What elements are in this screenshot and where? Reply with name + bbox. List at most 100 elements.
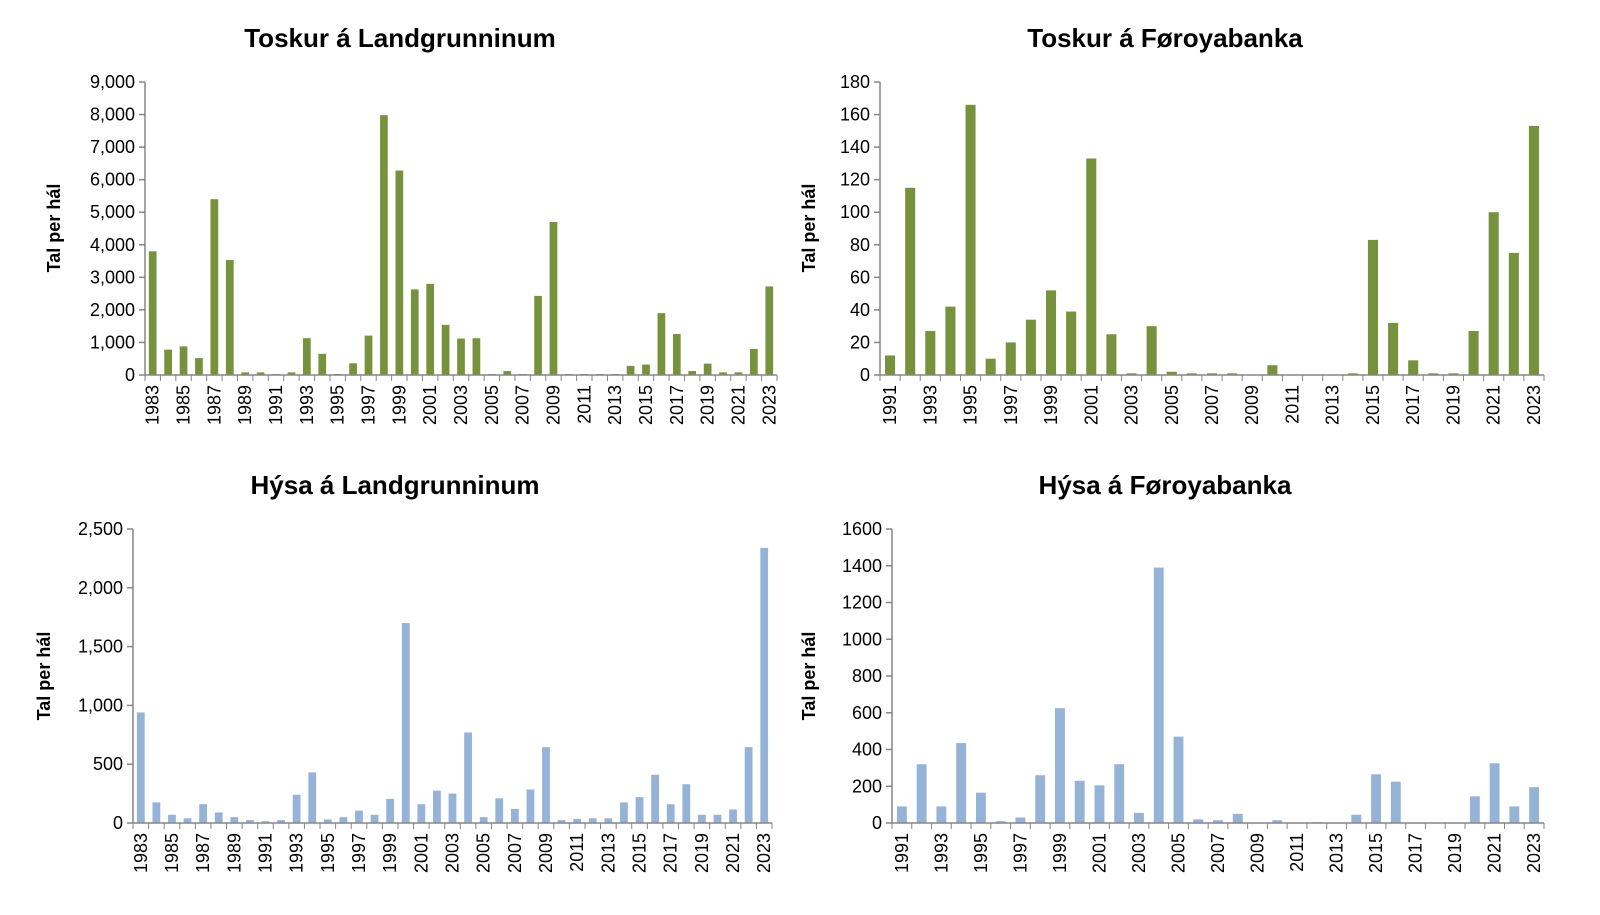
x-tick-label: 2011 [574,385,594,424]
bar-2002 [433,790,441,823]
y-tick-label: 7,000 [90,137,135,157]
bar-2003 [448,793,457,823]
x-tick-label: 2011 [567,833,587,872]
x-tick-label: 2001 [1089,833,1109,873]
bar-1998 [380,115,388,376]
bar-2008 [1227,373,1238,375]
chart-svg: Hýsa á Landgrunninum Tal per hál 0 500 1,000… [34,470,774,873]
bar-2011 [573,818,582,823]
x-tick-label: 2011 [1287,833,1307,872]
y-tick-label: 800 [852,666,882,686]
bar-1998 [1025,319,1036,375]
bar-2001 [417,804,426,823]
bar-2020 [719,372,727,375]
bar-2000 [401,623,410,823]
bar-1993 [303,338,311,375]
x-tick-label: 2011 [1282,385,1302,424]
bar-2018 [688,371,697,375]
bar-1997 [364,335,373,375]
y-axis-label: Tal per hál [34,632,54,721]
y-tick-label: 0 [860,365,870,385]
bar-2014 [620,802,628,823]
x-tick-label: 2007 [505,833,525,873]
x-tick-label: 2023 [759,385,779,425]
bar-1989 [241,372,250,375]
bar-2006 [503,371,512,375]
x-tick-label: 2007 [1202,385,1222,425]
bar-2022 [744,747,753,823]
x-tick-label: 2001 [1081,385,1101,425]
chart-panel-hysa-landgrunninum: Hýsa á Landgrunninum Tal per hál 0 500 1,000… [0,455,800,915]
bar-2016 [657,313,666,375]
x-tick-label: 1991 [266,385,286,425]
bar-2003 [457,338,465,375]
x-tick-label: 2003 [451,385,471,425]
bar-2006 [495,798,504,823]
bar-2002 [1114,764,1125,823]
bar-2004 [464,732,472,823]
y-tick-label: 600 [852,703,882,723]
x-tick-label: 2019 [1443,385,1463,425]
bar-1991 [896,806,907,823]
bar-1996 [985,358,996,375]
x-tick-label: 2019 [692,833,712,873]
y-tick-label: 180 [840,72,870,92]
bar-2019 [703,363,712,375]
y-tick-label: 8,000 [90,105,135,125]
x-tick-label: 2009 [1248,833,1268,873]
bar-2022 [1509,806,1520,823]
bar-1992 [277,820,285,823]
bar-1986 [183,818,192,823]
bar-2002 [441,324,450,375]
x-tick-label: 1989 [224,833,244,873]
bar-2008 [526,789,535,823]
y-tick-label: 2,000 [90,300,135,320]
x-tick-label: 1993 [920,385,940,425]
bar-1983 [148,251,157,375]
bar-1992 [905,187,916,375]
bar-2020 [1469,796,1480,823]
bar-2020 [1468,331,1479,375]
x-tick-label: 2015 [1363,385,1383,425]
x-tick-label: 2021 [728,385,748,425]
x-tick-label: 1995 [971,833,991,873]
chart-title: Hýsa á Føroyabanka [1039,470,1292,500]
x-tick-label: 1995 [318,833,338,873]
chart-svg: Toskur á Landgrunninum Tal per hál 0 1,000 2… [44,23,779,425]
bar-1996 [349,363,357,375]
bar-2021 [1488,212,1499,375]
bar-2000 [1066,311,1077,375]
x-tick-label: 1993 [297,385,317,425]
x-tick-label: 2013 [1327,833,1347,873]
chart-svg: Hýsa á Føroyabanka Tal per hál 0 200 400 600 8… [799,470,1545,873]
y-tick-label: 1200 [842,593,882,613]
bar-1990 [245,820,254,823]
bar-2012 [588,818,597,823]
bar-2010 [1272,820,1283,823]
y-tick-label: 0 [113,813,123,833]
y-tick-label: 2,000 [78,578,123,598]
chart-title: Toskur á Landgrunninum [244,23,556,53]
x-tick-label: 1991 [255,833,275,873]
bar-2015 [1371,774,1381,823]
bar-2019 [697,814,706,823]
x-tick-label: 2007 [513,385,533,425]
bar-1995 [323,819,332,823]
y-axis-label: Tal per hál [799,184,819,273]
bar-2000 [410,289,419,375]
bar-2018 [682,784,691,823]
x-tick-label: 2013 [1323,385,1343,425]
y-axis-label: Tal per hál [799,632,819,721]
bar-1987 [199,804,208,823]
y-tick-label: 80 [850,235,870,255]
x-tick-label: 2005 [482,385,502,425]
x-tick-label: 2019 [1445,833,1465,873]
bar-2021 [1489,763,1500,823]
y-tick-label: 160 [840,105,870,125]
bar-2013 [604,818,613,823]
bar-1994 [956,743,967,823]
bar-2014 [1351,814,1362,823]
bar-2000 [1074,780,1085,823]
x-tick-label: 1983 [143,385,163,425]
x-tick-label: 2009 [543,385,563,425]
